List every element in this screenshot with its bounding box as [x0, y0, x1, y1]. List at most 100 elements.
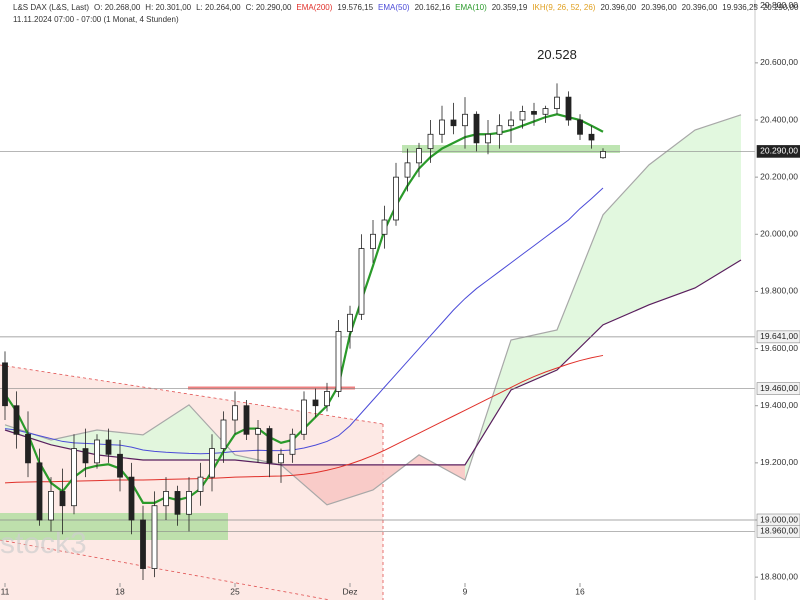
x-tick-label: 11 [1, 586, 10, 596]
candle-body [82, 448, 89, 464]
axis-panel [755, 0, 800, 600]
x-tick-label: 25 [230, 586, 240, 596]
candle-body [128, 476, 135, 521]
candle-body [117, 453, 123, 478]
header-item: EMA(50) [378, 3, 410, 12]
x-tick-label: 18 [115, 586, 125, 596]
header-item: 20.396,00 [682, 3, 718, 12]
candle-body [427, 133, 434, 149]
candle-body [381, 219, 388, 235]
candle-body [335, 331, 342, 392]
header-item: 19.576,15 [337, 3, 373, 12]
candle-body [71, 448, 77, 507]
candle-body [25, 433, 31, 464]
header-item: 20.290,00 [763, 3, 799, 12]
header: L&S DAX (L&S, Last) O: 20.268,00 H: 20.301… [13, 3, 799, 12]
candle-body [301, 399, 307, 435]
cloud-segment [695, 114, 742, 288]
price-label-box [756, 145, 800, 158]
y-tick-label: 20.600,00 [760, 57, 798, 67]
header-item: 20.359,19 [492, 3, 528, 12]
candle-body [105, 439, 112, 455]
candle-body [577, 119, 583, 135]
cloud-segment [649, 130, 696, 305]
price-label: 19.641,00 [760, 331, 798, 341]
candle-body [220, 419, 227, 449]
y-tick-label: 19.600,00 [760, 343, 798, 353]
candle-body [370, 233, 376, 249]
candle-body [2, 362, 8, 407]
cloud-segment [557, 214, 604, 370]
candle-body [324, 391, 330, 407]
price-label: 19.460,00 [760, 383, 798, 393]
candle-body [416, 148, 422, 164]
candle-body [209, 448, 215, 478]
candle-body [393, 176, 399, 221]
price-label-box [756, 525, 800, 538]
candle-body [289, 433, 296, 455]
y-tick-label: 20.200,00 [760, 171, 798, 181]
candle-body [151, 505, 158, 569]
header-item: 20.162,16 [415, 3, 451, 12]
candles [2, 83, 606, 580]
cloud-segment [603, 164, 650, 325]
cloud-segment [143, 404, 190, 460]
cloud-segment [419, 454, 466, 480]
price-label-box [756, 382, 800, 395]
candle-body [163, 491, 169, 507]
candle-body [13, 405, 20, 435]
candle-body [565, 96, 572, 121]
candle-body [278, 453, 284, 464]
y-tick-label: 19.800,00 [760, 286, 798, 296]
candle-body [94, 439, 100, 464]
price-label-box [756, 330, 800, 344]
channel-zone [0, 365, 383, 600]
candle-body [554, 96, 560, 109]
candle-body [588, 133, 595, 141]
candle-body [266, 428, 273, 464]
header-item: IKH(9, 26, 52, 26) [532, 3, 595, 12]
cloud-segment [327, 464, 374, 505]
candle-body [140, 519, 146, 569]
header-item: L&S DAX (L&S, Last) [13, 3, 89, 12]
header-item: O: 20.268,00 [94, 3, 141, 12]
price-label: 20.290,00 [760, 146, 798, 156]
channel-bottom [0, 539, 331, 600]
candle-body [473, 113, 480, 144]
cloud-layer [4, 114, 742, 506]
candle-body [404, 162, 411, 178]
candle-body [174, 491, 181, 515]
candle-body [508, 119, 514, 127]
cloud-span-b [4, 259, 742, 466]
channel-top [0, 364, 384, 425]
cloud-span-a [4, 114, 742, 506]
candle-body [255, 428, 261, 435]
candle-body [59, 491, 66, 507]
y-tick-label: 20.400,00 [760, 114, 798, 124]
candle-body [439, 119, 445, 135]
subheader: 11.11.2024 07:00 - 07:00 (1 Monat, 4 Stu… [13, 15, 179, 24]
candle-body [347, 313, 353, 332]
x-tick-label: Dez [342, 586, 357, 596]
price-label: 19.000,00 [760, 514, 798, 524]
candle-body [542, 108, 549, 115]
header-item: 20.396,00 [641, 3, 677, 12]
ema-line [4, 354, 604, 484]
candle-body [186, 491, 192, 515]
x-tick-label: 16 [575, 586, 585, 596]
candle-body [36, 462, 43, 521]
y-tick-label: 20.000,00 [760, 229, 798, 239]
candle-body [496, 125, 503, 135]
cloud-segment [373, 454, 420, 490]
candle-body [450, 119, 457, 127]
candle-body [600, 151, 606, 159]
header-item: 19.936,25 [722, 3, 758, 12]
header-item: H: 20.301,00 [145, 3, 191, 12]
header-item: C: 20.290,00 [246, 3, 292, 12]
x-tick-label: 9 [463, 586, 468, 596]
y-tick-label: 20.800,00 [760, 0, 798, 10]
candle-body [197, 476, 204, 492]
candle-body [531, 111, 537, 115]
support-zone [402, 145, 620, 153]
header-item: L: 20.264,00 [196, 3, 241, 12]
